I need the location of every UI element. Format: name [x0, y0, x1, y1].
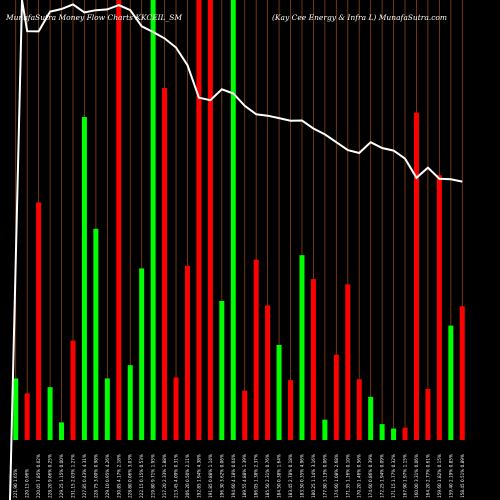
x-tick-label: 183.45 2.78% 0.18%: [288, 454, 293, 498]
bar: [13, 378, 19, 440]
bar: [162, 88, 168, 440]
bar: [36, 202, 42, 440]
x-tick-label: 229.10 0.95% 4.26%: [105, 454, 110, 498]
x-tick-label: 159.60 1.82% 0.15%: [437, 454, 442, 498]
bar: [150, 0, 156, 440]
chart-title: MunafaSutra Money Flow Charts KKCEIL_SM: [6, 13, 183, 22]
bar: [322, 419, 328, 440]
x-tick-label: 171.15 1.77% 0.32%: [391, 454, 396, 498]
x-tick-label: 159.40 2.19% 0.85%: [448, 454, 453, 498]
bar: [265, 305, 271, 440]
bar: [230, 0, 236, 440]
bar: [219, 300, 225, 440]
x-tick-label: 167.90 1.97% 1.15%: [403, 454, 408, 498]
x-tick-label: 219.80 9.71% 1.95%: [151, 454, 156, 498]
x-tick-label: 185.50 2.31% 0.76%: [265, 454, 270, 498]
x-tick-label: 170.20 1.46% 0.56%: [357, 454, 362, 498]
chart-subtitle: (Kay Cee Energy & Infra L) MunafaSutra.c…: [272, 13, 448, 22]
x-tick-label: 222.15 0.15% 0.53%: [139, 454, 144, 498]
bar: [104, 378, 110, 440]
bar: [139, 268, 145, 440]
x-tick-label: 217.20 2.33% 1.88%: [162, 454, 167, 498]
x-tick-label: 194.60 4.18% 0.04%: [231, 454, 236, 498]
price-line: [9, 0, 463, 500]
bar: [459, 306, 465, 440]
bar: [391, 428, 397, 440]
bar: [413, 112, 419, 440]
bar: [368, 396, 374, 440]
x-tick-label: 184.50 0.38% 1.64%: [277, 454, 282, 498]
bar: [356, 379, 362, 440]
bar: [299, 255, 305, 440]
x-tick-label: 158.45 0.51% 0.89%: [460, 454, 465, 498]
x-tick-label: 220.15 0.96%: [25, 469, 30, 498]
x-tick-label: 196.30 3.62% 0.06%: [219, 454, 224, 498]
x-tick-label: 177.80 3.13% 0.06%: [322, 454, 327, 498]
bar: [448, 325, 454, 440]
x-tick-label: 213.45 4.09% 0.31%: [174, 454, 179, 498]
x-tick-label: 164.20 2.77% 0.61%: [425, 454, 430, 498]
bar: [127, 365, 133, 440]
bar: [333, 354, 339, 440]
x-tick-label: 228.20 9.06% 0.25%: [48, 454, 53, 498]
bar: [207, 0, 213, 440]
x-tick-label: 189.55 4.88% 1.39%: [242, 454, 247, 498]
x-tick-label: 174.60 1.08% 2.68%: [334, 454, 339, 498]
bar: [24, 393, 30, 440]
bar: [379, 424, 385, 440]
bar: [402, 427, 408, 440]
bar: [184, 265, 190, 440]
x-tick-label: 186.05 1.38% 2.37%: [254, 454, 259, 498]
x-tick-label: 171.35 1.16% 0.10%: [345, 454, 350, 498]
x-tick-label: 228.75 3.00% 0.98%: [93, 454, 98, 498]
bar: [425, 388, 431, 440]
bar: [59, 422, 65, 440]
bar: [310, 278, 316, 440]
x-tick-label: 220.05 7.85% 0.02%: [36, 454, 41, 498]
x-tick-label: 228.80 0.06% 3.03%: [128, 454, 133, 498]
x-tick-label: 192.85 1.94% 4.38%: [196, 454, 201, 498]
bar: [345, 284, 351, 440]
x-tick-label: 229.25 1.15% 0.00%: [59, 454, 64, 498]
x-tick-label: 174.60 0.86% 0.39%: [368, 454, 373, 498]
bar: [436, 175, 442, 440]
x-tick-label: 183.50 0.35% 4.96%: [299, 454, 304, 498]
x-tick-label: 180.25 1.14% 3.16%: [311, 454, 316, 498]
bar: [173, 377, 179, 440]
x-tick-label: 231.15 2.03% 1.27%: [70, 454, 75, 498]
x-tick-label: 160.00 3.31% 0.06%: [414, 454, 419, 498]
bar: [276, 344, 282, 440]
bar: [47, 387, 53, 440]
bar: [93, 228, 99, 440]
bar: [81, 117, 87, 440]
bar: [196, 0, 202, 440]
x-tick-label: 227.85 0.43% 4.31%: [82, 454, 87, 498]
bar: [253, 259, 259, 440]
bar: [116, 0, 122, 440]
x-tick-label: 206.20 0.50% 2.11%: [185, 454, 190, 498]
bar: [288, 380, 294, 440]
x-tick-label: 191.85 0.88% 1.14%: [208, 454, 213, 498]
x-tick-label: 230.85 4.17% 2.18%: [116, 454, 121, 498]
x-tick-label: 172.25 1.94% 0.09%: [380, 454, 385, 498]
bar: [242, 390, 248, 440]
x-tick-label: 221.90 1.65%: [13, 469, 18, 498]
bar: [70, 340, 76, 440]
